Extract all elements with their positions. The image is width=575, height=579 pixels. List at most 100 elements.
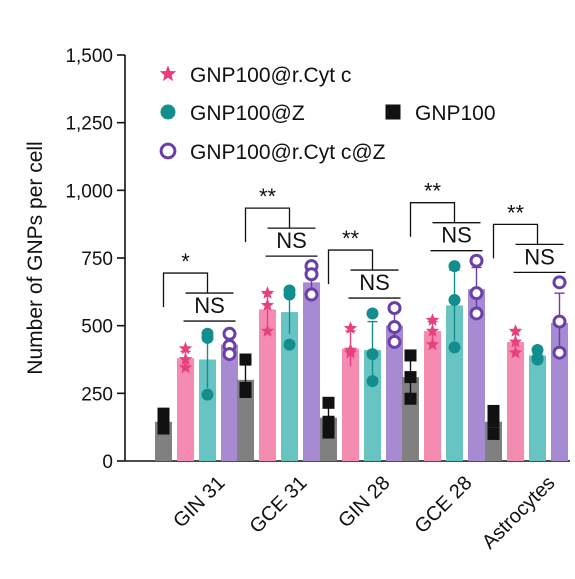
sig-label-inner-gin-31: NS xyxy=(194,293,225,318)
bar-gce-31-gnp100-r-cyt-c-z xyxy=(303,282,320,461)
point-gce-28-gnp100-r-cyt-c-z-3 xyxy=(469,306,484,321)
bar-gin-31-gnp100-r-cyt-c xyxy=(177,358,194,461)
bar-astrocytes-gnp100-z xyxy=(529,355,546,461)
point-gce-31-gnp100-1 xyxy=(239,353,252,366)
sig-label-outer-gin-31: * xyxy=(181,249,190,274)
point-gce-31-gnp100-z-3 xyxy=(283,338,296,351)
significance-annotations: *NS**NS **NS**NS**NS xyxy=(162,179,566,322)
legend-label-gnp100-z: GNP100@Z xyxy=(190,102,305,125)
bracket-outer-gin-28 xyxy=(327,249,399,285)
point-astrocytes-gnp100-r-cyt-c-z-3 xyxy=(552,345,567,360)
point-gin-28-gnp100-r-cyt-c-z-3 xyxy=(387,334,402,349)
point-gin-28-gnp100-z-3 xyxy=(366,375,379,388)
point-gce-31-gnp100-r-cyt-c-z-2 xyxy=(304,267,319,282)
point-gce-28-gnp100-z-1 xyxy=(448,260,461,273)
bar-gin-28-gnp100-r-cyt-c xyxy=(342,348,359,461)
point-gce-28-gnp100-r-cyt-c-2 xyxy=(425,324,440,337)
point-gin-31-gnp100-r-cyt-c-z-1 xyxy=(222,326,237,341)
legend-label-gnp100-r-cyt-c: GNP100@r.Cyt c xyxy=(190,64,351,87)
point-gce-28-gnp100-z-2 xyxy=(448,293,461,306)
point-gce-28-gnp100-r-cyt-c-3 xyxy=(425,337,440,351)
point-gce-31-gnp100-3 xyxy=(239,385,252,398)
point-gce-28-gnp100-3 xyxy=(404,392,417,405)
y-axis-label: Number of GNPs per cell xyxy=(24,141,47,374)
point-astrocytes-gnp100-2 xyxy=(487,415,500,428)
legend-marker-gnp100 xyxy=(385,104,401,120)
y-tick-label-250: 250 xyxy=(81,384,113,405)
point-gce-28-gnp100-2 xyxy=(404,371,417,384)
bracket-outer-gce-28 xyxy=(409,202,481,237)
point-gce-28-gnp100-r-cyt-c-z-2 xyxy=(469,286,484,301)
bars-layer xyxy=(155,253,568,461)
point-gin-31-gnp100-z-2 xyxy=(201,331,214,344)
point-gin-28-gnp100-r-cyt-c-3 xyxy=(343,345,358,359)
sig-label-inner-gce-31: NS xyxy=(276,228,307,253)
sig-label-inner-gce-28: NS xyxy=(441,223,472,248)
bar-gce-28-gnp100-r-cyt-c xyxy=(424,331,441,461)
point-gin-28-gnp100-2 xyxy=(322,415,335,428)
y-tick-label-750: 750 xyxy=(81,249,113,270)
legend-label-gnp100: GNP100 xyxy=(415,102,496,125)
y-tick-label-0: 0 xyxy=(102,452,113,473)
point-gce-28-gnp100-r-cyt-c-1 xyxy=(425,313,440,326)
bracket-outer-gin-31 xyxy=(162,272,234,308)
bar-gce-31-gnp100-r-cyt-c xyxy=(259,309,276,461)
bar-gin-28-gnp100-r-cyt-c-z xyxy=(386,325,403,461)
bar-gin-31-gnp100-z xyxy=(199,359,216,461)
point-astrocytes-gnp100-r-cyt-c-z-2 xyxy=(552,314,567,329)
x-tick-label-gce-31: GCE 31 xyxy=(246,472,312,538)
bar-gce-31-gnp100-z xyxy=(281,312,298,461)
x-tick-label-gce-28: GCE 28 xyxy=(411,472,477,538)
point-gin-31-gnp100-r-cyt-c-1 xyxy=(178,341,193,355)
x-tick-label-astrocytes: Astrocytes xyxy=(478,472,560,554)
bar-astrocytes-gnp100-r-cyt-c xyxy=(507,341,524,461)
x-tick-labels: GIN 31 GCE 31 GIN 28 GCE 28 Astrocytes xyxy=(169,472,559,554)
legend-label-gnp100-r-cyt-c-z: GNP100@r.Cyt c@Z xyxy=(190,141,386,164)
point-astrocytes-gnp100-r-cyt-c-3 xyxy=(508,345,523,359)
point-gce-31-gnp100-z-2 xyxy=(283,288,296,301)
point-gin-31-gnp100-3 xyxy=(157,422,170,435)
legend-marker-gnp100-r-cyt-c xyxy=(159,65,177,82)
point-astrocytes-gnp100-r-cyt-c-2 xyxy=(508,334,523,348)
bar-gce-28-gnp100-r-cyt-c-z xyxy=(468,289,485,461)
point-astrocytes-gnp100-r-cyt-c-z-1 xyxy=(552,275,567,290)
point-gin-31-gnp100-r-cyt-c-2 xyxy=(178,352,193,366)
point-gce-28-gnp100-r-cyt-c-z-1 xyxy=(469,253,484,268)
bar-gce-31-gnp100 xyxy=(237,379,254,461)
point-astrocytes-gnp100-3 xyxy=(487,427,500,440)
bracket-outer-astrocytes xyxy=(492,223,564,259)
point-gin-28-gnp100-z-2 xyxy=(366,348,379,361)
point-gin-28-gnp100-r-cyt-c-1 xyxy=(343,321,358,334)
x-tick-label-gin-31: GIN 31 xyxy=(169,472,229,532)
y-tick-label-1500: 1,500 xyxy=(65,46,113,67)
point-gin-31-gnp100-z-3 xyxy=(201,388,214,401)
point-gce-31-gnp100-r-cyt-c-2 xyxy=(260,298,275,311)
point-gin-28-gnp100-1 xyxy=(322,396,335,409)
y-tick-label-1250: 1,250 xyxy=(65,114,113,135)
point-gce-31-gnp100-r-cyt-c-z-3 xyxy=(304,287,319,302)
legend-marker-gnp100-r-cyt-c-z xyxy=(159,142,177,160)
point-gin-28-gnp100-3 xyxy=(322,426,335,439)
sig-label-inner-astrocytes: NS xyxy=(524,244,555,269)
sig-label-outer-gce-31: ** xyxy=(259,184,277,209)
bracket-outer-gce-31 xyxy=(244,207,316,243)
y-ticks: 0 250 500 750 1,000 1,250 1,500 xyxy=(65,46,125,473)
point-gce-31-gnp100-r-cyt-c-3 xyxy=(260,324,275,337)
legend: GNP100@r.Cyt c GNP100@Z GNP100 GNP100@r.Cyt… xyxy=(159,64,496,164)
point-gin-28-gnp100-z-1 xyxy=(366,307,379,320)
y-tick-label-1000: 1,000 xyxy=(65,181,113,202)
point-astrocytes-gnp100-z-3 xyxy=(531,353,544,366)
sig-label-inner-gin-28: NS xyxy=(359,270,390,295)
sig-label-outer-astrocytes: ** xyxy=(507,200,525,225)
point-gin-28-gnp100-r-cyt-c-z-2 xyxy=(387,320,402,335)
y-tick-label-500: 500 xyxy=(81,317,113,338)
point-gce-28-gnp100-z-3 xyxy=(448,341,461,354)
point-gin-28-gnp100-r-cyt-c-z-1 xyxy=(387,301,402,316)
sig-label-outer-gin-28: ** xyxy=(342,226,360,251)
point-astrocytes-gnp100-1 xyxy=(487,404,500,417)
legend-marker-gnp100-z xyxy=(160,104,176,120)
point-gin-31-gnp100-r-cyt-c-3 xyxy=(178,360,193,374)
x-tick-label-gin-28: GIN 28 xyxy=(334,472,394,532)
bar-gin-31-gnp100-r-cyt-c-z xyxy=(221,344,238,461)
